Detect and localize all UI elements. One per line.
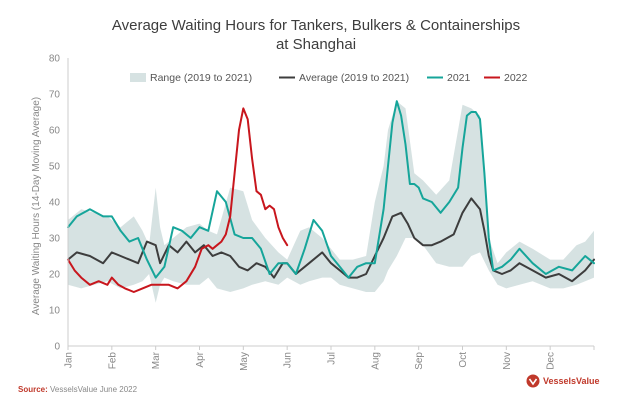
chart-title: Average Waiting Hours for Tankers, Bulke… (0, 16, 632, 54)
legend-label: 2022 (504, 72, 528, 84)
x-tick-label: Mar (151, 351, 162, 369)
chart-title-line1: Average Waiting Hours for Tankers, Bulke… (111, 17, 521, 34)
x-tick-label: Aug (370, 352, 381, 370)
y-tick-label: 10 (49, 306, 61, 317)
y-axis-label: Average Waiting Hours (14-Day Moving Ave… (31, 97, 42, 315)
vesselsvalue-logo: VesselsValue (526, 374, 600, 388)
legend-label: Range (2019 to 2021) (150, 72, 252, 84)
y-tick-label: 60 (49, 126, 61, 137)
x-axis: Jan Feb Mar Apr May Jun Jul Aug Sep Oct Nov Dec (64, 345, 595, 371)
x-tick-label: Dec (546, 352, 557, 370)
y-tick-label: 70 (49, 90, 61, 101)
legend-swatch-range (130, 73, 146, 82)
vessel-logo-icon (526, 374, 540, 388)
chart-title-line2: at Shanghai (275, 36, 357, 53)
x-tick-label: Oct (458, 352, 469, 368)
series-2021-line (67, 100, 595, 279)
y-tick-label: 80 (49, 54, 61, 65)
y-axis: 0 10 20 30 40 50 60 70 80 (49, 54, 69, 353)
average-line (67, 197, 595, 283)
source-text: VesselsValue June 2022 (50, 385, 138, 394)
source-label: Source: (18, 385, 48, 394)
x-tick-label: May (239, 352, 250, 371)
x-tick-label: Jan (64, 352, 75, 368)
source-note: Source: VesselsValue June 2022 (18, 385, 137, 394)
legend-label: Average (2019 to 2021) (299, 72, 409, 84)
legend-label: 2021 (447, 72, 471, 84)
y-tick-label: 50 (49, 162, 61, 173)
range-band-layer (68, 101, 594, 303)
legend: Range (2019 to 2021) Average (2019 to 202… (130, 72, 528, 84)
series-2022-line (67, 107, 289, 293)
x-tick-label: Nov (502, 352, 513, 370)
range-band (68, 101, 594, 303)
x-tick-label: Sep (414, 352, 425, 370)
logo-text: VesselsValue (543, 376, 600, 386)
y-tick-label: 40 (49, 198, 61, 209)
x-tick-label: Jun (283, 352, 294, 368)
x-tick-label: Jul (327, 352, 338, 365)
y-tick-label: 0 (54, 342, 60, 353)
y-tick-label: 30 (49, 234, 61, 245)
y-tick-label: 20 (49, 270, 61, 281)
x-tick-label: Feb (107, 352, 118, 370)
x-tick-label: Apr (195, 351, 206, 367)
series-lines-layer (67, 100, 595, 293)
